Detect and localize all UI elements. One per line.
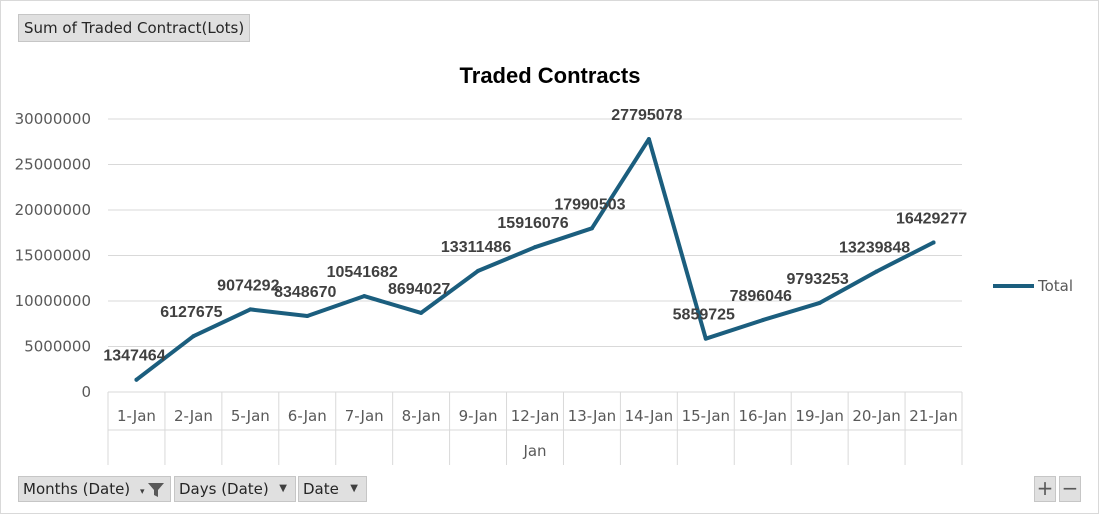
- data-point: [134, 377, 139, 382]
- dropdown-arrow-icon[interactable]: ▼: [279, 483, 287, 494]
- zoom-in-button[interactable]: +: [1034, 476, 1056, 502]
- y-tick-label: 20000000: [15, 201, 91, 219]
- x-tick-label: 7-Jan: [345, 407, 384, 425]
- x-tick-label: 20-Jan: [852, 407, 900, 425]
- data-point: [874, 269, 879, 274]
- x-tick-label: 5-Jan: [231, 407, 270, 425]
- filter-icon[interactable]: ▾: [140, 481, 166, 506]
- x-tick-label: 12-Jan: [511, 407, 559, 425]
- x-tick-label: 6-Jan: [288, 407, 327, 425]
- y-tick-label: 30000000: [15, 110, 91, 128]
- data-point: [533, 245, 537, 250]
- data-point: [191, 334, 196, 339]
- x-tick-label: 21-Jan: [909, 407, 957, 425]
- minus-icon: −: [1061, 476, 1079, 500]
- field-button-date[interactable]: Date ▼: [298, 476, 367, 502]
- data-point: [703, 336, 708, 341]
- series-group: [134, 137, 936, 382]
- x-tick-label: 15-Jan: [682, 407, 730, 425]
- plus-icon: +: [1036, 476, 1054, 500]
- value-field-label: Sum of Traded Contract(Lots): [24, 19, 245, 37]
- data-label: 5859725: [673, 307, 735, 324]
- series-line-total: [134, 137, 936, 382]
- chart-title: Traded Contracts: [460, 63, 641, 88]
- data-label: 15916076: [497, 215, 568, 232]
- zoom-out-button[interactable]: −: [1059, 476, 1081, 502]
- data-label: 1347464: [103, 348, 165, 365]
- data-point: [646, 137, 651, 142]
- data-point: [476, 268, 481, 273]
- y-axis: 0 5000000 10000000 15000000 20000000 25000000…: [15, 110, 91, 401]
- data-label: 7896046: [730, 288, 792, 305]
- x-tick-label: 19-Jan: [795, 407, 843, 425]
- data-label: 9074292: [217, 277, 279, 294]
- data-label: 6127675: [160, 304, 222, 321]
- data-point: [419, 310, 424, 315]
- field-button-months[interactable]: Months (Date) ▾: [18, 476, 171, 502]
- y-tick-label: 5000000: [24, 338, 91, 356]
- data-label: 8694027: [388, 281, 450, 298]
- legend-label-total: Total: [1037, 277, 1073, 295]
- x-tick-label: 16-Jan: [738, 407, 786, 425]
- data-label: 9793253: [787, 271, 849, 288]
- x-group-label: Jan: [522, 442, 546, 460]
- x-tick-label: 2-Jan: [174, 407, 213, 425]
- data-label: 10541682: [327, 264, 398, 281]
- x-axis: 1-Jan 2-Jan 5-Jan 6-Jan 7-Jan 8-Jan 9-Jan 12-Ja…: [107, 391, 963, 465]
- dropdown-arrow-icon[interactable]: ▼: [350, 483, 358, 494]
- x-tick-label: 8-Jan: [402, 407, 441, 425]
- data-point: [248, 307, 253, 312]
- data-label: 13311486: [441, 239, 511, 256]
- value-field-button[interactable]: Sum of Traded Contract(Lots): [18, 14, 250, 42]
- data-label: 8348670: [274, 284, 336, 301]
- data-point: [362, 294, 367, 299]
- field-label-date: Date: [303, 480, 339, 498]
- gridlines: [108, 118, 962, 347]
- x-tick-label: 13-Jan: [568, 407, 616, 425]
- x-tick-label: 9-Jan: [459, 407, 498, 425]
- x-tick-label: 14-Jan: [625, 407, 673, 425]
- data-point: [589, 226, 594, 231]
- data-point: [760, 318, 765, 323]
- y-tick-label: 25000000: [15, 156, 91, 174]
- field-label-days: Days (Date): [179, 480, 269, 498]
- y-tick-label: 0: [81, 383, 91, 401]
- y-tick-label: 15000000: [15, 247, 91, 265]
- field-button-days[interactable]: Days (Date) ▼: [174, 476, 296, 502]
- y-tick-label: 10000000: [15, 292, 91, 310]
- x-tick-label: 1-Jan: [117, 407, 156, 425]
- data-point: [817, 300, 822, 305]
- data-label: 27795078: [611, 107, 682, 124]
- data-point: [305, 314, 310, 319]
- data-label: 13239848: [839, 240, 910, 257]
- data-label: 16429277: [896, 210, 967, 227]
- svg-text:▾: ▾: [140, 487, 145, 497]
- field-label-months: Months (Date): [23, 480, 131, 498]
- data-label: 17990503: [554, 196, 625, 213]
- legend: Total: [993, 277, 1073, 295]
- data-point: [931, 240, 936, 245]
